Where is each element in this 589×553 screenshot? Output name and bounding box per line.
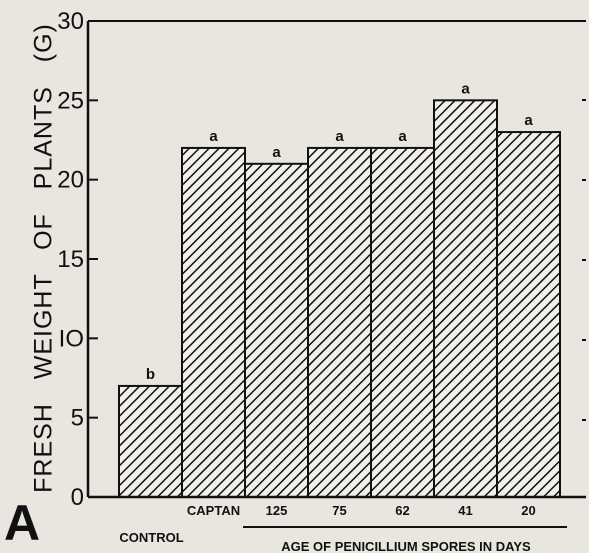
bar-20 <box>496 131 561 498</box>
y-tick-label: 15 <box>57 246 84 273</box>
data-label: a <box>272 144 281 161</box>
data-label: a <box>524 112 533 129</box>
category-label: 20 <box>521 503 535 518</box>
data-label: a <box>461 80 470 97</box>
y-tick-label: 5 <box>71 405 84 432</box>
data-label: a <box>209 128 218 145</box>
category-label: 41 <box>458 503 472 518</box>
category-label: 62 <box>395 503 409 518</box>
panel-letter: A <box>4 495 41 551</box>
category-label: CAPTAN <box>187 503 240 518</box>
bar-captan <box>181 146 246 499</box>
y-tick-label: IO <box>59 325 84 352</box>
category-label: CONTROL <box>119 530 183 545</box>
category-label: 125 <box>266 503 288 518</box>
bar-41 <box>433 99 498 498</box>
data-label: b <box>146 366 155 383</box>
bar-75 <box>307 146 372 499</box>
y-tick-label: 20 <box>57 167 84 194</box>
data-label: a <box>335 128 344 145</box>
bar-control <box>118 384 183 498</box>
y-tick-label: 0 <box>71 484 84 511</box>
x-axis-label: AGE OF PENICILLIUM SPORES IN DAYS <box>281 539 531 553</box>
y-tick-label: 25 <box>57 87 84 114</box>
bar-125 <box>244 162 309 499</box>
y-tick-label: 30 <box>57 8 84 35</box>
bar-62 <box>370 146 435 499</box>
y-axis-label: FRESH WEIGHT OF PLANTS (G) <box>29 23 58 493</box>
data-label: a <box>398 128 407 145</box>
category-label: 75 <box>332 503 346 518</box>
